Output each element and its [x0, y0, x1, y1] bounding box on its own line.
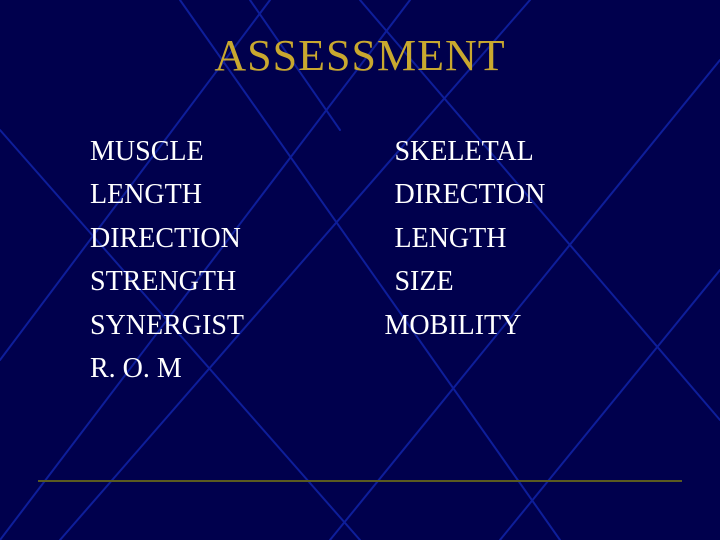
list-item: MOBILITY: [384, 304, 660, 347]
list-item: LENGTH: [90, 173, 374, 216]
slide-title: ASSESSMENT: [0, 30, 720, 81]
list-item: DIRECTION: [90, 217, 374, 260]
slide: ASSESSMENT MUSCLE LENGTH DIRECTION STREN…: [0, 0, 720, 540]
list-item: R. O. M: [90, 347, 374, 390]
list-item: STRENGTH: [90, 260, 374, 303]
bottom-divider: [38, 480, 682, 482]
list-item: SKELETAL: [394, 130, 660, 173]
columns-container: MUSCLE LENGTH DIRECTION STRENGTH SYNERGI…: [90, 130, 660, 390]
list-item: SYNERGIST: [90, 304, 374, 347]
list-item: LENGTH: [394, 217, 660, 260]
left-column: MUSCLE LENGTH DIRECTION STRENGTH SYNERGI…: [90, 130, 374, 390]
list-item: MUSCLE: [90, 130, 374, 173]
list-item: SIZE: [394, 260, 660, 303]
right-column: SKELETAL DIRECTION LENGTH SIZE MOBILITY: [394, 130, 660, 390]
list-item: DIRECTION: [394, 173, 660, 216]
